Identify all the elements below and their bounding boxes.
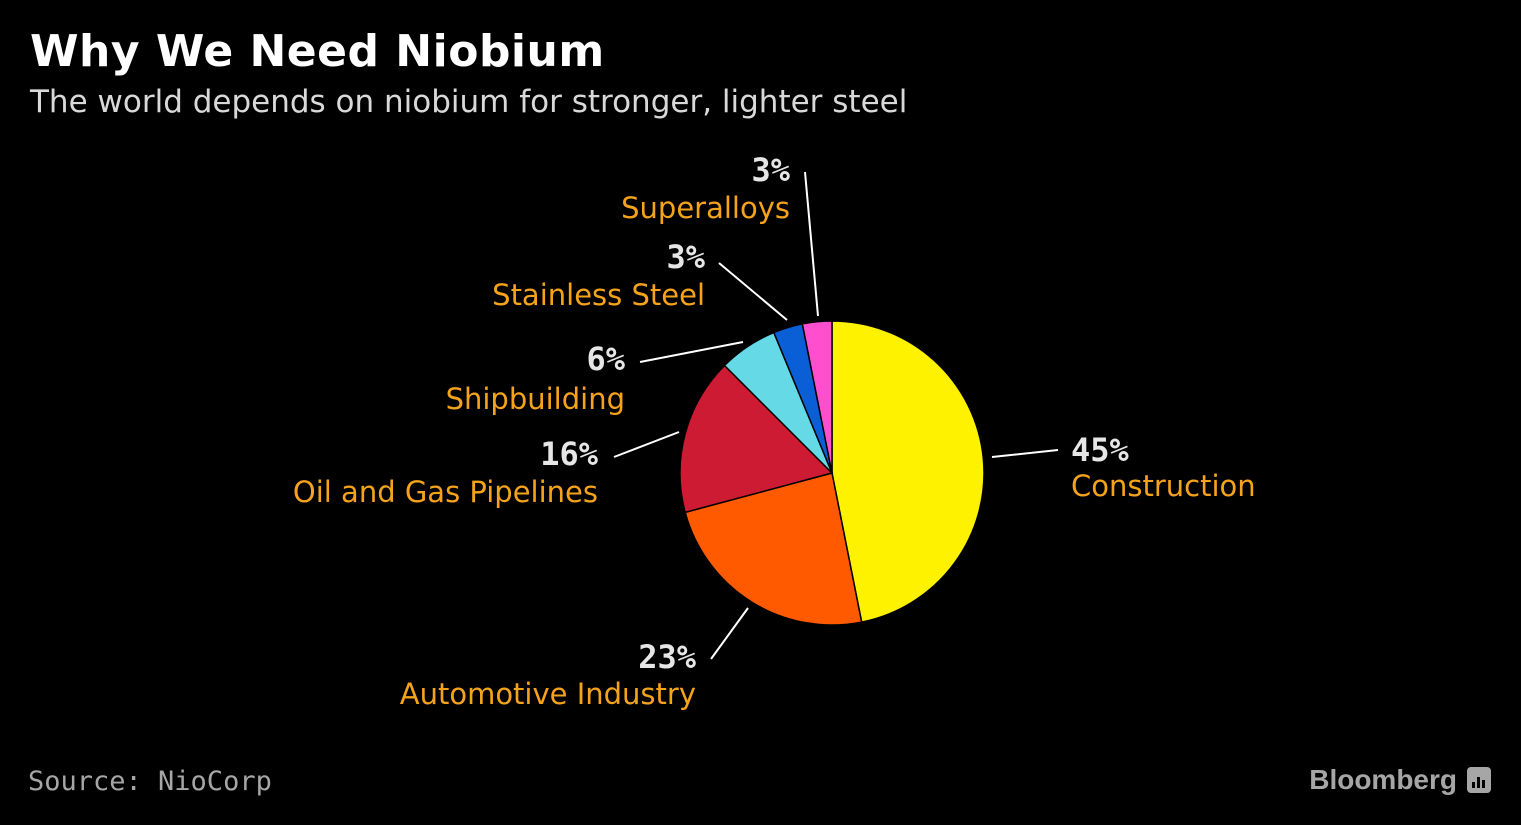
percent-label-stainless-steel: 3%	[666, 238, 705, 276]
leader-line-shipbuilding	[639, 341, 744, 363]
category-label-shipbuilding: Shipbuilding	[446, 382, 625, 416]
category-label-oil-and-gas-pipelines: Oil and Gas Pipelines	[293, 475, 598, 509]
bloomberg-terminal-icon	[1467, 767, 1491, 793]
leader-line-stainless-steel	[718, 262, 788, 321]
percent-label-oil-and-gas-pipelines: 16%	[540, 435, 599, 473]
category-label-superalloys: Superalloys	[621, 191, 790, 225]
percent-label-automotive-industry: 23%	[638, 638, 697, 676]
leader-line-superalloys	[804, 171, 819, 317]
chart-subtitle: The world depends on niobium for stronge…	[30, 84, 908, 120]
pie-slice-automotive-industry	[684, 472, 863, 626]
leader-line-automotive-industry	[710, 607, 749, 660]
pie-slice-superalloys	[801, 320, 833, 474]
brand-name: Bloomberg	[1309, 764, 1457, 795]
percent-label-construction: 45%	[1071, 431, 1130, 469]
percent-label-shipbuilding: 6%	[586, 340, 625, 378]
percent-label-superalloys: 3%	[751, 151, 790, 189]
pie-slice-construction	[831, 320, 985, 623]
chart-title: Why We Need Niobium	[30, 26, 605, 77]
source-note: Source: NioCorp	[28, 766, 272, 797]
category-label-construction: Construction	[1071, 469, 1256, 503]
pie-slice-oil-and-gas-pipelines	[679, 364, 834, 514]
leader-line-oil-and-gas-pipelines	[613, 431, 680, 458]
category-label-automotive-industry: Automotive Industry	[400, 677, 696, 711]
brand-logo: Bloomberg	[1309, 764, 1491, 796]
leader-line-construction	[991, 449, 1059, 458]
category-label-stainless-steel: Stainless Steel	[492, 278, 705, 312]
